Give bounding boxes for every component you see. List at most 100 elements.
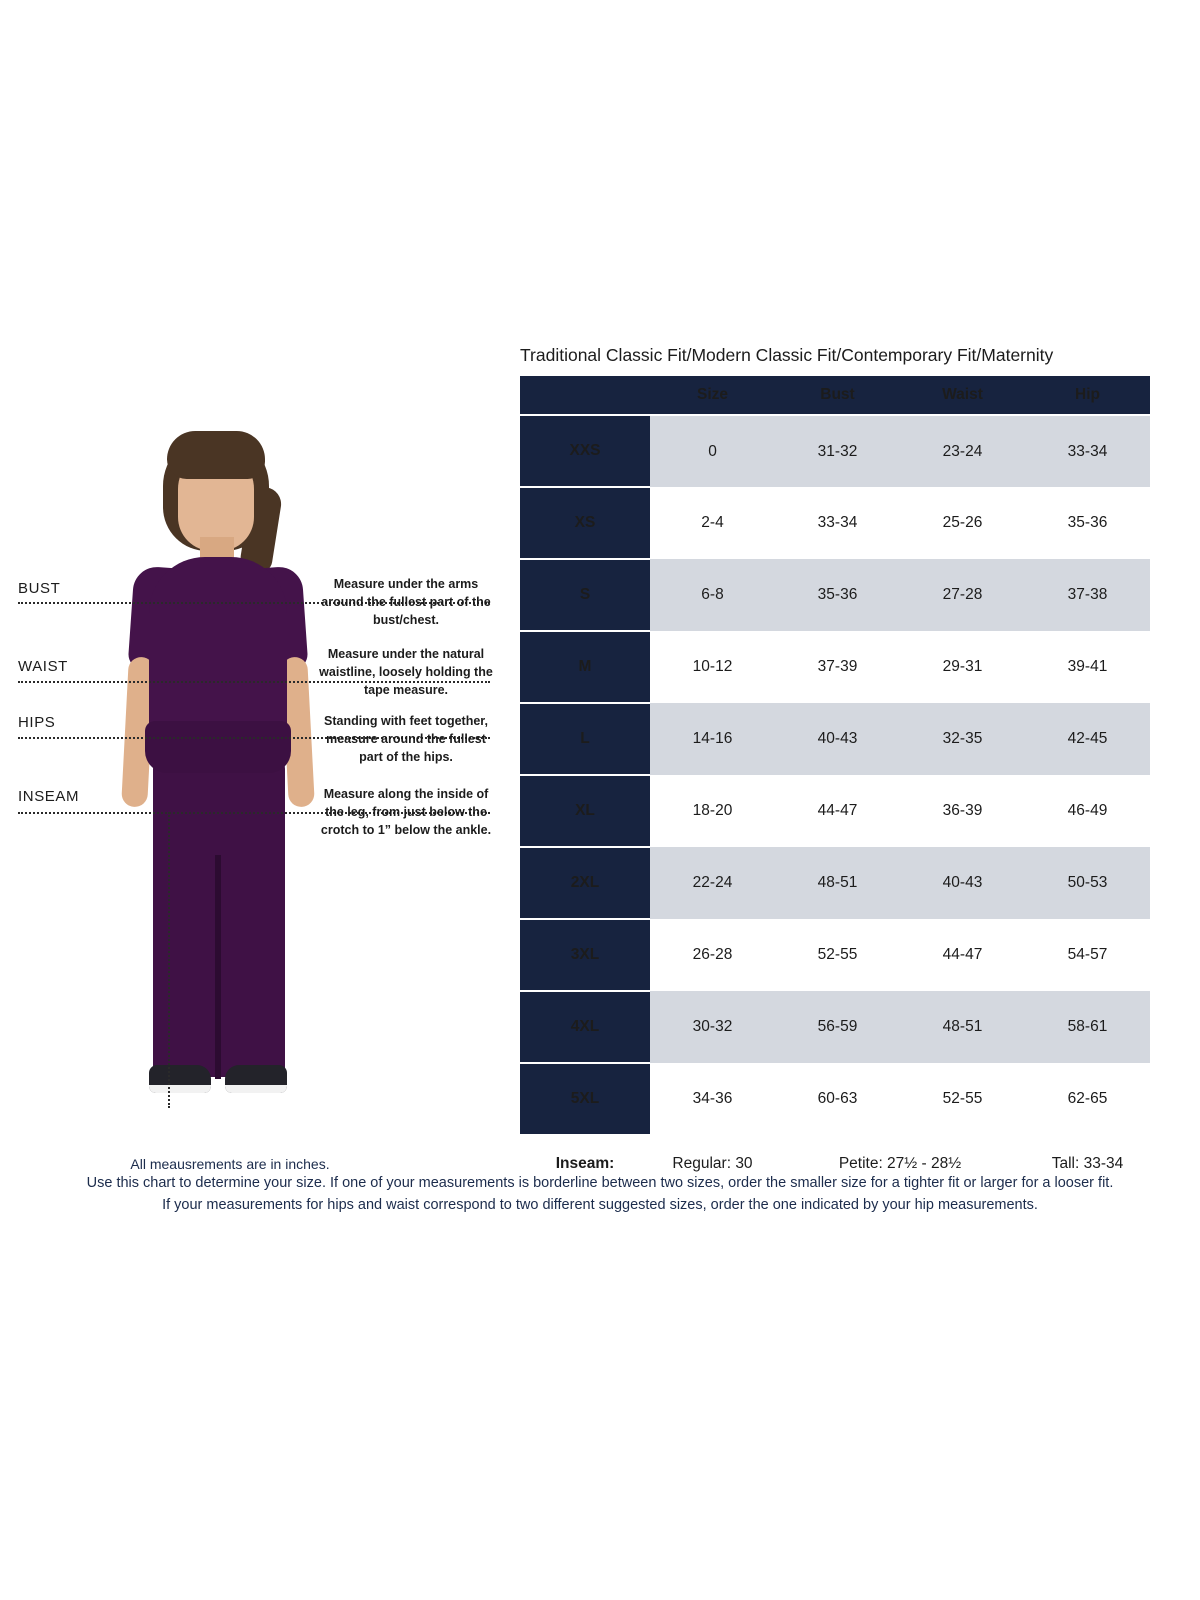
size-chart-panel: Traditional Classic Fit/Modern Classic F… <box>520 345 1160 1192</box>
size-cell: XS <box>520 487 650 560</box>
table-row: XL 18-20 44-47 36-39 46-49 <box>520 775 1150 848</box>
shoe-sole-right <box>225 1085 287 1093</box>
numeric-size-cell: 30-32 <box>650 991 775 1063</box>
waist-cell: 32-35 <box>900 703 1025 775</box>
waist-cell: 44-47 <box>900 919 1025 991</box>
table-row: L 14-16 40-43 32-35 42-45 <box>520 703 1150 776</box>
size-cell: 4XL <box>520 991 650 1064</box>
waist-label: WAIST <box>18 658 68 675</box>
chart-title: Traditional Classic Fit/Modern Classic F… <box>520 345 1054 365</box>
table-row: 4XL 30-32 56-59 48-51 58-61 <box>520 991 1150 1064</box>
bust-cell: 52-55 <box>775 919 900 991</box>
hip-cell: 54-57 <box>1025 919 1150 991</box>
bust-cell: 37-39 <box>775 631 900 703</box>
shoe-right <box>225 1065 287 1093</box>
inseam-row-label: Inseam: <box>520 1135 650 1192</box>
hips-guide-line <box>18 737 490 739</box>
size-cell: 5XL <box>520 1063 650 1136</box>
bust-cell: 56-59 <box>775 991 900 1063</box>
inseam-guide-line <box>18 812 490 814</box>
numeric-size-cell: 0 <box>650 415 775 487</box>
scrub-top-hem <box>145 721 291 773</box>
bust-guide-line <box>18 602 490 604</box>
table-header-row: Size Bust Waist Hip <box>520 376 1150 416</box>
bust-cell: 35-36 <box>775 559 900 631</box>
waist-instruction-text: Measure under the natural waistline, loo… <box>319 647 493 698</box>
waist-cell: 48-51 <box>900 991 1025 1063</box>
shoe-sole-left <box>149 1085 211 1093</box>
hip-cell: 33-34 <box>1025 415 1150 487</box>
inseam-vertical-guide <box>168 812 170 1108</box>
size-cell: XXS <box>520 415 650 488</box>
bust-cell: 31-32 <box>775 415 900 487</box>
bust-cell: 60-63 <box>775 1063 900 1135</box>
all-measurements-note: All meausrements are in inches. <box>130 1156 330 1172</box>
waist-cell: 52-55 <box>900 1063 1025 1135</box>
inseam-instruction-text: Measure along the inside of the leg, fro… <box>320 787 492 838</box>
bust-cell: 33-34 <box>775 487 900 559</box>
size-cell: XL <box>520 775 650 848</box>
size-cell: M <box>520 631 650 704</box>
hip-cell: 42-45 <box>1025 703 1150 775</box>
column-header-hip: Hip <box>1025 376 1150 416</box>
column-header-bust: Bust <box>775 376 900 416</box>
table-body: XXS 0 31-32 23-24 33-34 XS 2-4 33-34 25-26 35-36 S… <box>520 415 1150 1136</box>
size-chart-table: Size Bust Waist Hip XXS 0 31-32 23-24 33-34 X… <box>520 376 1150 1192</box>
table-row: 5XL 34-36 60-63 52-55 62-65 <box>520 1063 1150 1136</box>
hip-cell: 35-36 <box>1025 487 1150 559</box>
size-cell: 3XL <box>520 919 650 992</box>
waist-cell: 29-31 <box>900 631 1025 703</box>
waist-cell: 25-26 <box>900 487 1025 559</box>
hip-cell: 62-65 <box>1025 1063 1150 1135</box>
numeric-size-cell: 6-8 <box>650 559 775 631</box>
footer-notes: Use this chart to determine your size. I… <box>0 1172 1200 1217</box>
numeric-size-cell: 2-4 <box>650 487 775 559</box>
waist-cell: 36-39 <box>900 775 1025 847</box>
measurement-figure-panel: BUST WAIST HIPS INSEAM Measure under the… <box>0 330 510 1172</box>
table-row: 3XL 26-28 52-55 44-47 54-57 <box>520 919 1150 992</box>
size-cell: S <box>520 559 650 632</box>
bust-cell: 44-47 <box>775 775 900 847</box>
bust-cell: 48-51 <box>775 847 900 919</box>
hip-cell: 58-61 <box>1025 991 1150 1063</box>
hips-instruction-text: Standing with feet together, measure aro… <box>324 714 488 765</box>
numeric-size-cell: 26-28 <box>650 919 775 991</box>
waist-cell: 27-28 <box>900 559 1025 631</box>
hip-cell: 50-53 <box>1025 847 1150 919</box>
hip-cell: 37-38 <box>1025 559 1150 631</box>
column-header-size: Size <box>650 376 775 416</box>
table-row: XXS 0 31-32 23-24 33-34 <box>520 415 1150 488</box>
size-cell: 2XL <box>520 847 650 920</box>
bust-cell: 40-43 <box>775 703 900 775</box>
table-header: Size Bust Waist Hip <box>520 376 1150 416</box>
numeric-size-cell: 18-20 <box>650 775 775 847</box>
footer-note-line-2: If your measurements for hips and waist … <box>162 1197 1038 1214</box>
inseam-petite: Petite: 27½ - 28½ <box>775 1135 1025 1192</box>
numeric-size-cell: 22-24 <box>650 847 775 919</box>
bust-label: BUST <box>18 580 61 597</box>
hip-cell: 39-41 <box>1025 631 1150 703</box>
numeric-size-cell: 10-12 <box>650 631 775 703</box>
table-row: S 6-8 35-36 27-28 37-38 <box>520 559 1150 632</box>
column-header-waist: Waist <box>900 376 1025 416</box>
inseam-label: INSEAM <box>18 788 80 805</box>
inseam-tall: Tall: 33-34 <box>1025 1135 1150 1192</box>
shoe-left <box>149 1065 211 1093</box>
hip-cell: 46-49 <box>1025 775 1150 847</box>
column-header-blank <box>520 376 650 416</box>
scrub-pants-inseam-seam <box>215 855 221 1079</box>
numeric-size-cell: 34-36 <box>650 1063 775 1135</box>
table-footer: Inseam: Regular: 30 Petite: 27½ - 28½ Ta… <box>520 1135 1150 1192</box>
footer-note-line-1: Use this chart to determine your size. I… <box>86 1175 1114 1191</box>
numeric-size-cell: 14-16 <box>650 703 775 775</box>
model-fringe <box>167 431 265 479</box>
hips-label: HIPS <box>18 714 56 731</box>
inseam-regular: Regular: 30 <box>650 1135 775 1192</box>
waist-cell: 23-24 <box>900 415 1025 487</box>
table-row: XS 2-4 33-34 25-26 35-36 <box>520 487 1150 560</box>
model-illustration <box>105 425 330 1165</box>
inseam-row: Inseam: Regular: 30 Petite: 27½ - 28½ Ta… <box>520 1135 1150 1192</box>
table-row: M 10-12 37-39 29-31 39-41 <box>520 631 1150 704</box>
table-row: 2XL 22-24 48-51 40-43 50-53 <box>520 847 1150 920</box>
size-cell: L <box>520 703 650 776</box>
